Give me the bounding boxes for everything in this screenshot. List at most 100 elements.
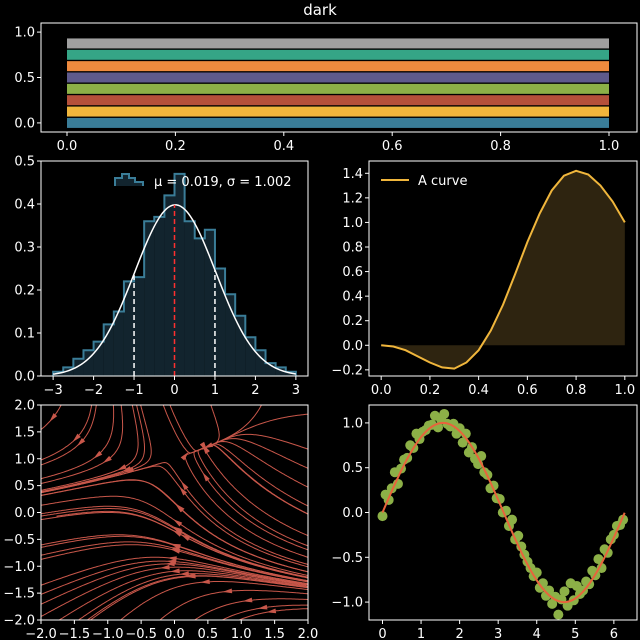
hist-bar-10 bbox=[154, 216, 165, 376]
sine-ytick-label: 0.5 bbox=[342, 461, 363, 476]
streamline-arrow-31 bbox=[180, 451, 189, 461]
streamline-arrow-25 bbox=[179, 486, 188, 496]
curve-ytick-label: −0.2 bbox=[331, 363, 363, 378]
hist-bar-9 bbox=[144, 221, 155, 376]
color-bar-2 bbox=[67, 95, 609, 106]
streamline-arrow-30 bbox=[173, 519, 183, 527]
color-bar-6 bbox=[67, 49, 609, 60]
scatter-point-20 bbox=[439, 408, 450, 419]
hist-bar-1 bbox=[63, 367, 74, 376]
hist-bar-8 bbox=[134, 277, 145, 376]
stream-xtick-label: −2.0 bbox=[25, 627, 57, 640]
curve-area-fill bbox=[381, 170, 625, 369]
streamline-arrow-29 bbox=[184, 573, 195, 579]
hist-ytick-label: 0.5 bbox=[14, 155, 35, 170]
color-bar-5 bbox=[67, 61, 609, 72]
scatter-point-59 bbox=[559, 586, 570, 597]
curve-ytick-label: 0.6 bbox=[342, 265, 363, 280]
hist-bar-5 bbox=[103, 324, 114, 376]
hist-bar-12 bbox=[174, 173, 185, 376]
histogram-axes: −3 −2 −1 0 1 2 3 0.0 0.1 0.2 0.3 0.4 0.5 μ = 0.019, σ… bbox=[14, 155, 309, 398]
curve-ytick-label: 0.4 bbox=[342, 290, 363, 305]
hist-ytick-label: 0.0 bbox=[14, 370, 35, 385]
hist-bar-16 bbox=[214, 268, 226, 376]
curve-ytick-label: 0.8 bbox=[342, 241, 363, 256]
sine-xtick-label: 2 bbox=[455, 627, 463, 640]
sine-ytick-label: 0.0 bbox=[342, 506, 363, 521]
hist-xtick-label: −1 bbox=[124, 383, 143, 398]
hist-ytick-label: 0.2 bbox=[14, 284, 35, 299]
curve-line bbox=[381, 169, 626, 370]
curve-xtick-label: 0.0 bbox=[371, 383, 392, 398]
hist-step-outline bbox=[52, 172, 297, 376]
bars-xtick-label: 0.4 bbox=[273, 139, 294, 154]
curve-xtick-label: 0.4 bbox=[468, 383, 489, 398]
curve-legend-label: A curve bbox=[418, 174, 467, 189]
figure-title: dark bbox=[303, 1, 337, 19]
color-bar-7 bbox=[67, 38, 609, 49]
hist-bar-6 bbox=[113, 311, 124, 376]
streamline-arrow-12 bbox=[93, 450, 103, 459]
streamline-arrow-15 bbox=[170, 568, 180, 574]
bars-xtick-label: 0.8 bbox=[490, 139, 511, 154]
hist-ytick-label: 0.4 bbox=[14, 198, 35, 213]
stream-ytick-label: −2.0 bbox=[3, 614, 35, 629]
stream-xtick-label: 0.5 bbox=[198, 627, 219, 640]
hist-bar-2 bbox=[73, 358, 84, 376]
hist-bar-17 bbox=[225, 294, 236, 376]
hist-xtick-label: 1 bbox=[211, 383, 219, 398]
curve-axes: 0.0 0.2 0.4 0.6 0.8 1.0 −0.2 0.0 0.2 0.4 0.6 0.8 1.0… bbox=[331, 160, 638, 398]
bars-ytick-label: 0.0 bbox=[14, 116, 35, 131]
color-bar-4 bbox=[67, 72, 609, 83]
color-bars-axes: 0.0 0.2 0.4 0.6 0.8 1.0 0.0 0.5 1.0 bbox=[14, 22, 638, 154]
scatter-point-71 bbox=[596, 563, 607, 574]
hist-xtick-label: −2 bbox=[84, 383, 103, 398]
streamline-arrow-19 bbox=[121, 466, 132, 472]
curve-frame bbox=[368, 160, 638, 377]
curve-ytick-label: 1.0 bbox=[342, 216, 363, 231]
stream-xtick-label: 1.5 bbox=[264, 627, 285, 640]
curve-xtick-label: 0.8 bbox=[566, 383, 587, 398]
stream-ytick-label: −0.5 bbox=[3, 533, 35, 548]
scatter-point-42 bbox=[507, 514, 518, 525]
bars-xtick-label: 0.6 bbox=[382, 139, 403, 154]
hist-bar-4 bbox=[93, 341, 104, 376]
scatter-point-26 bbox=[457, 437, 468, 448]
hist-bar-3 bbox=[83, 350, 94, 376]
hist-bar-13 bbox=[184, 221, 195, 376]
streamline-arrow-28 bbox=[242, 597, 253, 603]
streamline-arrow-4 bbox=[102, 455, 112, 464]
streamline-arrow-35 bbox=[257, 604, 268, 610]
hist-xtick-label: −3 bbox=[44, 383, 63, 398]
stream-ytick-label: 1.0 bbox=[14, 452, 35, 467]
stream-xtick-label: 0.0 bbox=[164, 627, 185, 640]
sine-ytick-label: 1.0 bbox=[342, 416, 363, 431]
curve-ytick-label: 1.4 bbox=[342, 167, 363, 182]
stream-xtick-label: −1.0 bbox=[92, 627, 124, 640]
hist-bar-15 bbox=[204, 229, 215, 376]
curve-ytick-label: 0.2 bbox=[342, 314, 363, 329]
hist-bar-22 bbox=[275, 367, 286, 376]
hist-bar-21 bbox=[265, 363, 276, 376]
sine-ytick-label: −1.0 bbox=[331, 596, 363, 611]
bars-xtick-label: 0.0 bbox=[57, 139, 78, 154]
hist-xtick-label: 2 bbox=[251, 383, 259, 398]
hist-bar-20 bbox=[255, 350, 266, 376]
stream-ytick-label: 0.0 bbox=[14, 506, 35, 521]
sine-xtick-label: 0 bbox=[378, 627, 386, 640]
curve-ytick-label: 1.2 bbox=[342, 191, 363, 206]
stream-ytick-label: 1.5 bbox=[14, 425, 35, 440]
stream-ytick-label: −1.0 bbox=[3, 560, 35, 575]
streamline-arrow-16 bbox=[170, 549, 181, 554]
sine-xtick-label: 3 bbox=[494, 627, 502, 640]
streamline-arrow-5 bbox=[72, 433, 81, 443]
stream-xtick-label: 2.0 bbox=[298, 627, 319, 640]
hist-ytick-label: 0.3 bbox=[14, 241, 35, 256]
curve-legend: A curve bbox=[381, 174, 467, 189]
streamline-arrow-17 bbox=[172, 526, 182, 534]
streamline-arrow-24 bbox=[175, 504, 184, 513]
streamline-arrow-48 bbox=[202, 444, 210, 454]
streamline-arrow-14 bbox=[200, 579, 210, 584]
stream-xtick-label: −1.5 bbox=[59, 627, 91, 640]
streamlines bbox=[41, 405, 308, 620]
